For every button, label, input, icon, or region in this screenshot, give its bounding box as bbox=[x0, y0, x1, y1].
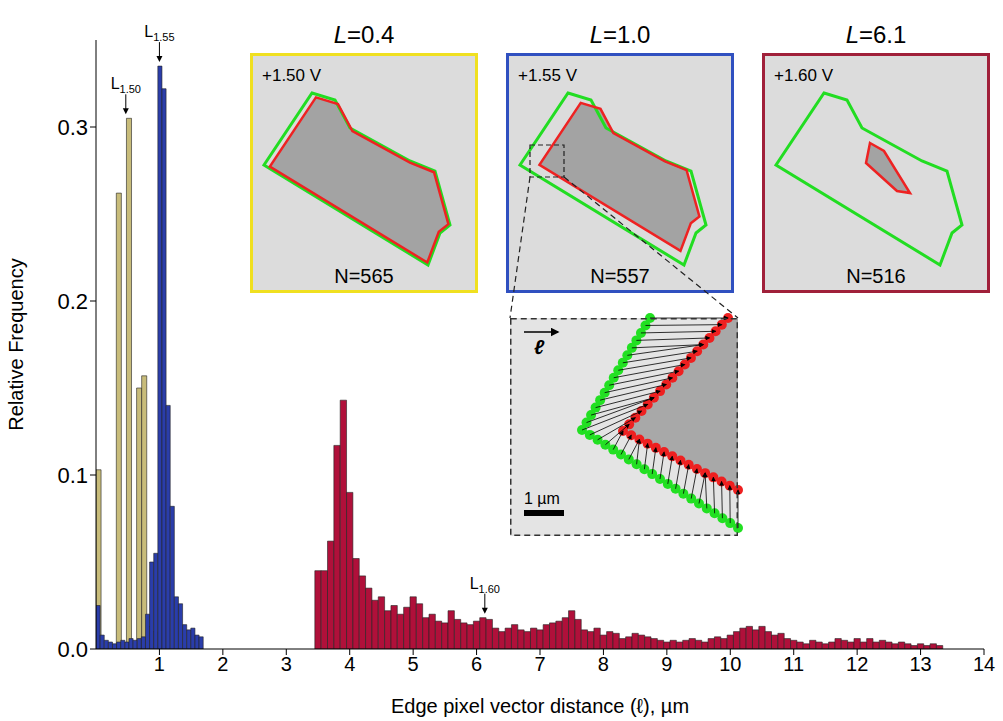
svg-text:0.2: 0.2 bbox=[57, 289, 88, 314]
svg-text:0.3: 0.3 bbox=[57, 115, 88, 140]
svg-text:Edge pixel vector distance (ℓ): Edge pixel vector distance (ℓ), µm bbox=[391, 695, 689, 717]
svg-text:11: 11 bbox=[783, 653, 804, 675]
svg-text:ℓ: ℓ bbox=[534, 336, 545, 358]
svg-text:2: 2 bbox=[217, 653, 228, 675]
svg-text:+1.60 V: +1.60 V bbox=[774, 66, 834, 85]
svg-text:3: 3 bbox=[281, 653, 292, 675]
svg-text:+1.55 V: +1.55 V bbox=[518, 66, 578, 85]
svg-text:13: 13 bbox=[909, 653, 931, 675]
svg-text:N=516: N=516 bbox=[846, 265, 906, 287]
svg-text:N=557: N=557 bbox=[590, 265, 650, 287]
svg-text:6: 6 bbox=[471, 653, 482, 675]
svg-text:4: 4 bbox=[344, 653, 355, 675]
svg-text:L=0.4: L=0.4 bbox=[334, 21, 395, 48]
svg-text:L1.50: L1.50 bbox=[111, 75, 141, 95]
svg-text:L1.55: L1.55 bbox=[144, 23, 174, 43]
svg-text:12: 12 bbox=[846, 653, 868, 675]
svg-text:0.0: 0.0 bbox=[57, 637, 88, 662]
svg-text:L=1.0: L=1.0 bbox=[590, 21, 651, 48]
svg-text:5: 5 bbox=[408, 653, 419, 675]
svg-text:L=6.1: L=6.1 bbox=[846, 21, 907, 48]
svg-text:1 µm: 1 µm bbox=[524, 490, 560, 507]
svg-text:Relative Frequency: Relative Frequency bbox=[5, 258, 27, 430]
svg-text:1: 1 bbox=[154, 653, 165, 675]
svg-text:+1.50 V: +1.50 V bbox=[262, 66, 322, 85]
svg-text:7: 7 bbox=[534, 653, 545, 675]
svg-text:L1.60: L1.60 bbox=[470, 575, 500, 595]
svg-text:10: 10 bbox=[719, 653, 741, 675]
svg-text:8: 8 bbox=[598, 653, 609, 675]
svg-text:14: 14 bbox=[973, 653, 995, 675]
svg-text:N=565: N=565 bbox=[334, 265, 394, 287]
svg-text:0.1: 0.1 bbox=[57, 463, 88, 488]
svg-text:9: 9 bbox=[661, 653, 672, 675]
